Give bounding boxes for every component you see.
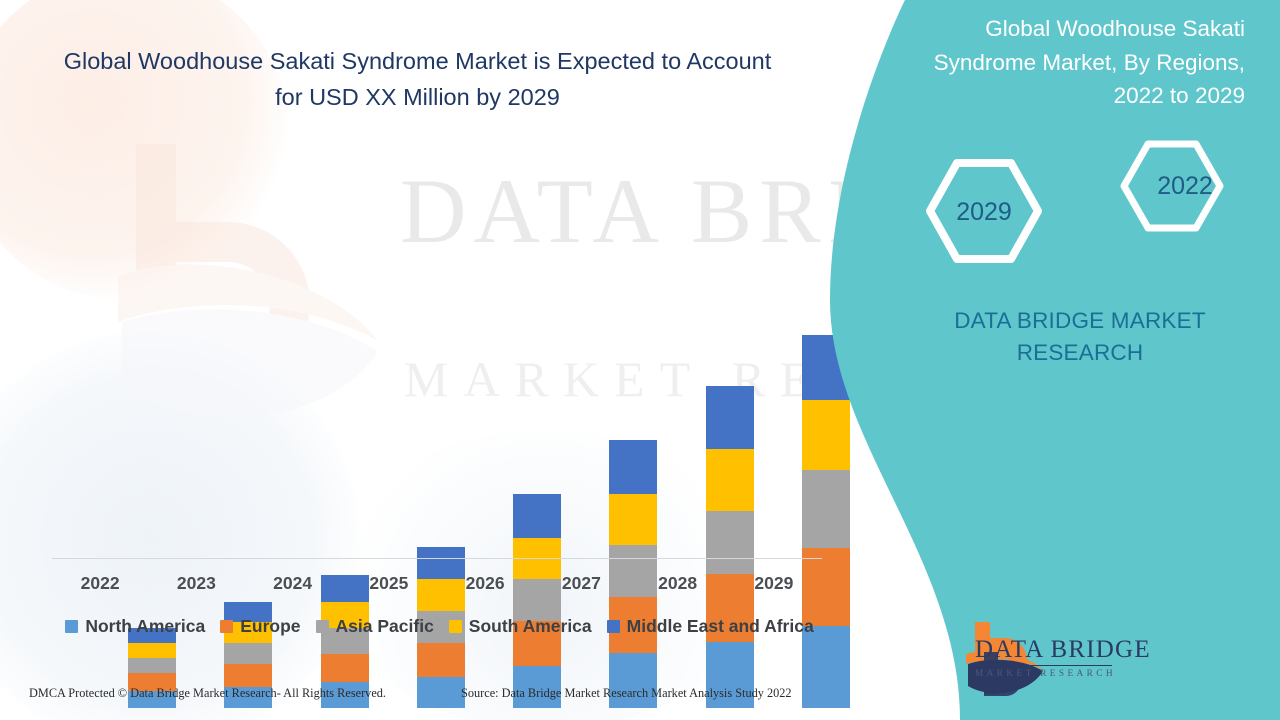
bar-segment	[128, 643, 177, 658]
page-title: Global Woodhouse Sakati Syndrome Market …	[63, 48, 772, 110]
panel-content: Global Woodhouse Sakati Syndrome Market,…	[900, 0, 1280, 720]
logo-divider	[976, 665, 1112, 667]
bar-segment	[513, 666, 562, 708]
bar-segment	[609, 653, 658, 708]
bar-segment	[224, 602, 273, 622]
bar-segment	[609, 494, 658, 545]
hexagon-2022-label: 2022	[1157, 172, 1213, 200]
x-axis-label: 2022	[80, 573, 120, 593]
bar-segment	[801, 626, 850, 708]
bar-segment	[320, 654, 369, 682]
footer-source: Source: Data Bridge Market Research Mark…	[461, 686, 792, 700]
bar-segment	[128, 691, 177, 708]
x-axis-label: 2028	[658, 573, 698, 593]
x-axis-label: 2029	[754, 573, 794, 593]
bar-segment	[705, 642, 754, 708]
x-axis-label: 2025	[369, 573, 409, 593]
legend-item[interactable]: Middle East and Africa	[606, 616, 814, 637]
bar-segment	[224, 643, 273, 664]
bar-column	[609, 440, 658, 708]
bar-segment	[705, 449, 754, 511]
bar-segment	[705, 574, 754, 642]
bar-segment	[320, 575, 369, 602]
legend-item[interactable]: Europe	[220, 616, 301, 637]
bar-segment	[128, 658, 177, 673]
bar-chart	[52, 150, 850, 708]
bar-segment	[416, 579, 465, 611]
bar-segment	[513, 494, 562, 538]
bar-segment	[801, 400, 850, 470]
bar-segment	[801, 470, 850, 548]
hexagon-2029-outline	[926, 159, 1042, 263]
bar-segment	[320, 628, 369, 654]
hexagon-2029-label: 2029	[956, 198, 1012, 226]
chart-legend: North America Europe Asia Pacific South Ame…	[52, 616, 827, 637]
legend-label: North America	[85, 616, 206, 636]
year-hexagon-badges: 2022 2029	[900, 130, 1280, 295]
legend-label: Middle East and Africa	[626, 616, 814, 636]
bar-column	[801, 335, 850, 708]
bar-segment	[224, 687, 273, 708]
legend-label: Asia Pacific	[335, 616, 434, 636]
legend-item[interactable]: Asia Pacific	[315, 616, 434, 637]
bar-column	[705, 386, 754, 708]
hexagon-2022-outline	[1120, 140, 1224, 232]
bar-segment	[513, 621, 562, 666]
legend-swatch	[315, 620, 329, 633]
bar-column	[320, 575, 369, 708]
x-axis-label: 2027	[561, 573, 601, 593]
legend-swatch	[606, 620, 620, 633]
legend-item[interactable]: South America	[448, 616, 592, 637]
legend-swatch	[220, 620, 234, 633]
legend-swatch	[65, 620, 79, 633]
legend-swatch	[448, 620, 462, 633]
bar-column	[128, 628, 177, 708]
bar-segment	[416, 643, 465, 677]
panel-title: Global Woodhouse Sakati Syndrome Market,…	[933, 16, 1245, 109]
bar-segment	[609, 440, 658, 494]
x-axis-label: 2023	[176, 573, 216, 593]
bar-segment	[320, 682, 369, 708]
brand-name-text: DATA BRIDGE MARKET RESEARCH	[954, 308, 1206, 366]
x-axis-label: 2024	[273, 573, 313, 593]
logo-main-text: DATA BRIDGE	[975, 636, 1151, 663]
bar-segment	[128, 628, 177, 643]
x-axis-label: 2026	[465, 573, 505, 593]
legend-label: South America	[468, 616, 592, 636]
bar-segment	[609, 545, 658, 597]
data-bridge-logo-icon	[966, 622, 1043, 696]
legend-item[interactable]: North America	[65, 616, 205, 637]
legend-label: Europe	[240, 616, 301, 636]
bar-segment	[801, 335, 850, 400]
logo-wordmark: DATA BRIDGE MARKET RESEARCH	[975, 636, 1151, 679]
bar-segment	[416, 677, 465, 708]
bar-segment	[705, 511, 754, 574]
bar-segment	[513, 579, 562, 621]
bar-segment	[416, 547, 465, 579]
bar-column	[224, 602, 273, 708]
bar-segment	[224, 664, 273, 687]
bar-segment	[320, 602, 369, 628]
footer-copyright: DMCA Protected © Data Bridge Market Rese…	[29, 686, 386, 700]
bar-segment	[128, 673, 177, 691]
logo-sub-text: MARKET RESEARCH	[975, 669, 1116, 679]
bar-segment	[705, 386, 754, 449]
bar-column	[513, 494, 562, 708]
chart-baseline	[52, 558, 822, 559]
bar-segment	[224, 622, 273, 643]
